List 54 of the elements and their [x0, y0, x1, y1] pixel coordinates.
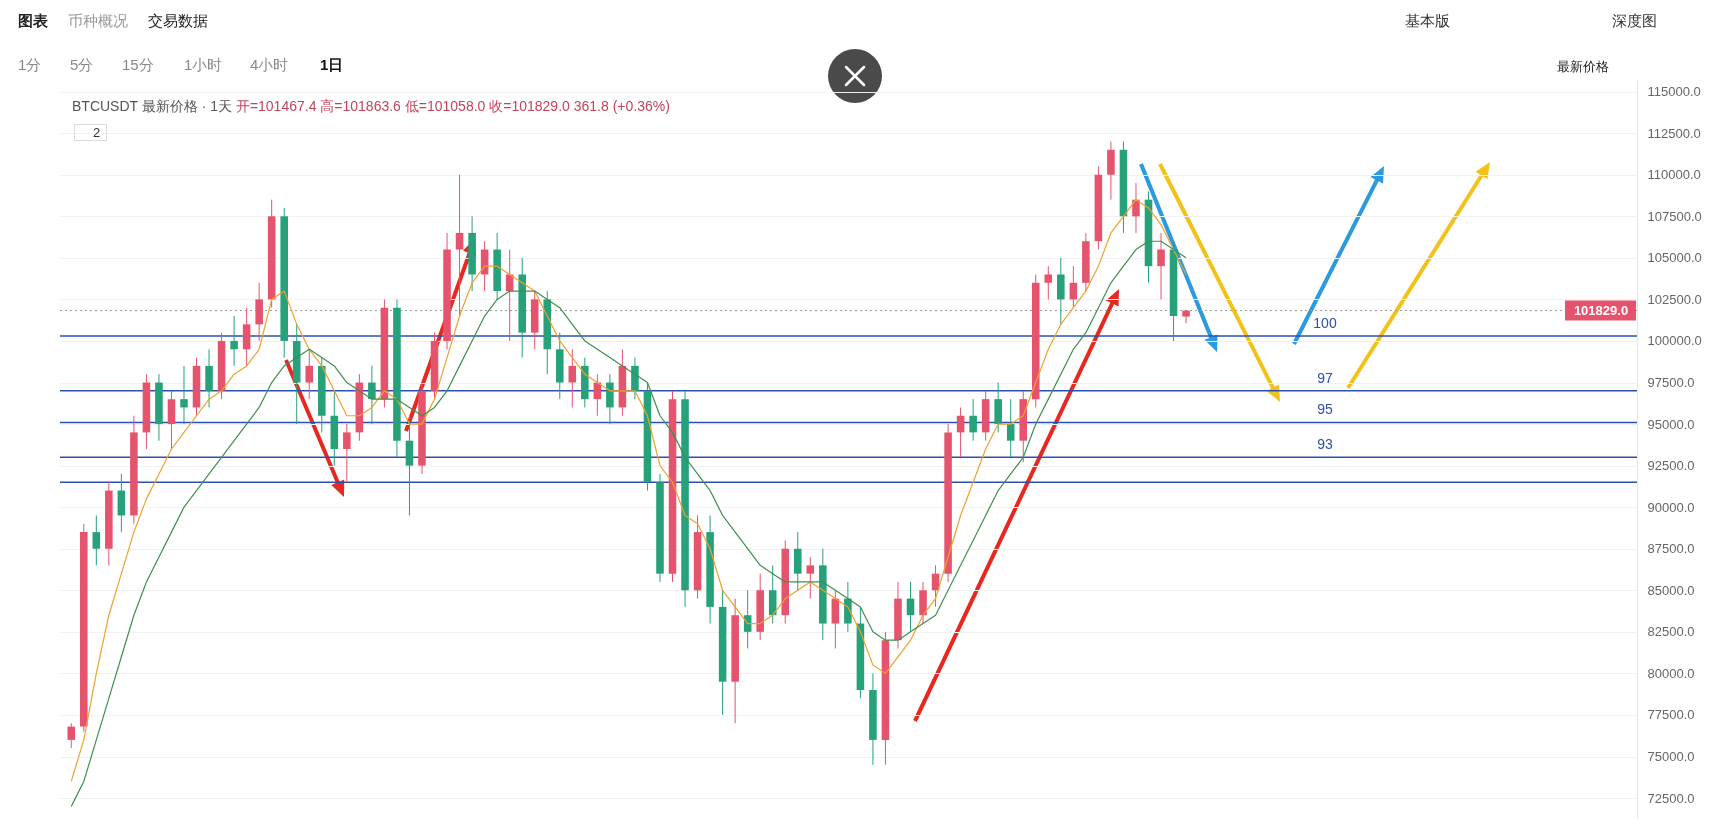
candlestick: [969, 398, 977, 442]
y-tick-label: 75000.0: [1647, 749, 1695, 764]
text: 币种概况: [68, 12, 128, 31]
annotation: 2: [74, 124, 108, 141]
annotation: 95: [1317, 401, 1333, 418]
candlestick: [568, 348, 577, 408]
text: 图表: [18, 12, 48, 31]
candlestick: [67, 722, 76, 749]
y-tick-label: 82500.0: [1647, 624, 1695, 640]
y-tick-label: 102500.0: [1647, 291, 1702, 307]
text: 1分: [18, 56, 42, 75]
y-tick-label: 90000.0: [1647, 499, 1695, 515]
y-tick-label: 105000.0: [1647, 250, 1702, 266]
candlestick: [1044, 265, 1053, 300]
candlestick: [455, 174, 464, 317]
y-tick-label: 95000.0: [1647, 416, 1695, 432]
y-tick-label: 112500.0: [1647, 125, 1701, 141]
candlestick: [1182, 309, 1190, 324]
text: 1小时: [184, 56, 223, 75]
text: 1日: [320, 56, 344, 75]
text: 5分: [70, 56, 94, 75]
text: 最新价格: [1557, 58, 1609, 76]
candlestick: [343, 423, 351, 483]
text: BTCUSDT 最新价格 · 1天: [72, 98, 232, 114]
y-tick-label: 92500.0: [1647, 458, 1695, 474]
y-tick-label: 107500.0: [1647, 208, 1702, 224]
y-tick-label: 87500.0: [1647, 541, 1695, 557]
candlestick: [1006, 398, 1015, 458]
candlestick: [92, 514, 101, 566]
candlestick: [1132, 182, 1140, 234]
text: 交易数据: [148, 12, 208, 31]
candlestick: [806, 556, 815, 600]
annotation: 93: [1317, 436, 1333, 453]
y-tick-label: 80000.0: [1647, 665, 1695, 681]
ref-line-label: 101829.0: [1573, 302, 1629, 318]
candlestick: [180, 365, 188, 425]
candlestick: [368, 365, 376, 425]
text: 基本版: [1405, 12, 1450, 31]
y-tick-label: 100000.0: [1647, 333, 1702, 349]
y-tick-label: 97500.0: [1647, 375, 1695, 391]
candlestick: [230, 315, 238, 367]
y-tick-label: 85000.0: [1647, 582, 1695, 598]
y-tick-label: 115000.0: [1647, 84, 1701, 100]
text: 4小时: [250, 56, 289, 75]
text: 15分: [122, 56, 154, 75]
candlestick: [1157, 232, 1165, 300]
y-tick-label: 110000.0: [1647, 167, 1701, 183]
annotation: 97: [1317, 369, 1333, 386]
candlestick: [305, 348, 314, 400]
y-tick-label: 72500.0: [1647, 790, 1695, 806]
text: 深度图: [1612, 12, 1657, 31]
annotation: 100: [1313, 314, 1337, 331]
text: 开=101467.4 高=101863.6 低=101058.0 收=101829.0 361.8 (+0.36%): [235, 98, 670, 114]
y-tick-label: 77500.0: [1647, 707, 1695, 723]
